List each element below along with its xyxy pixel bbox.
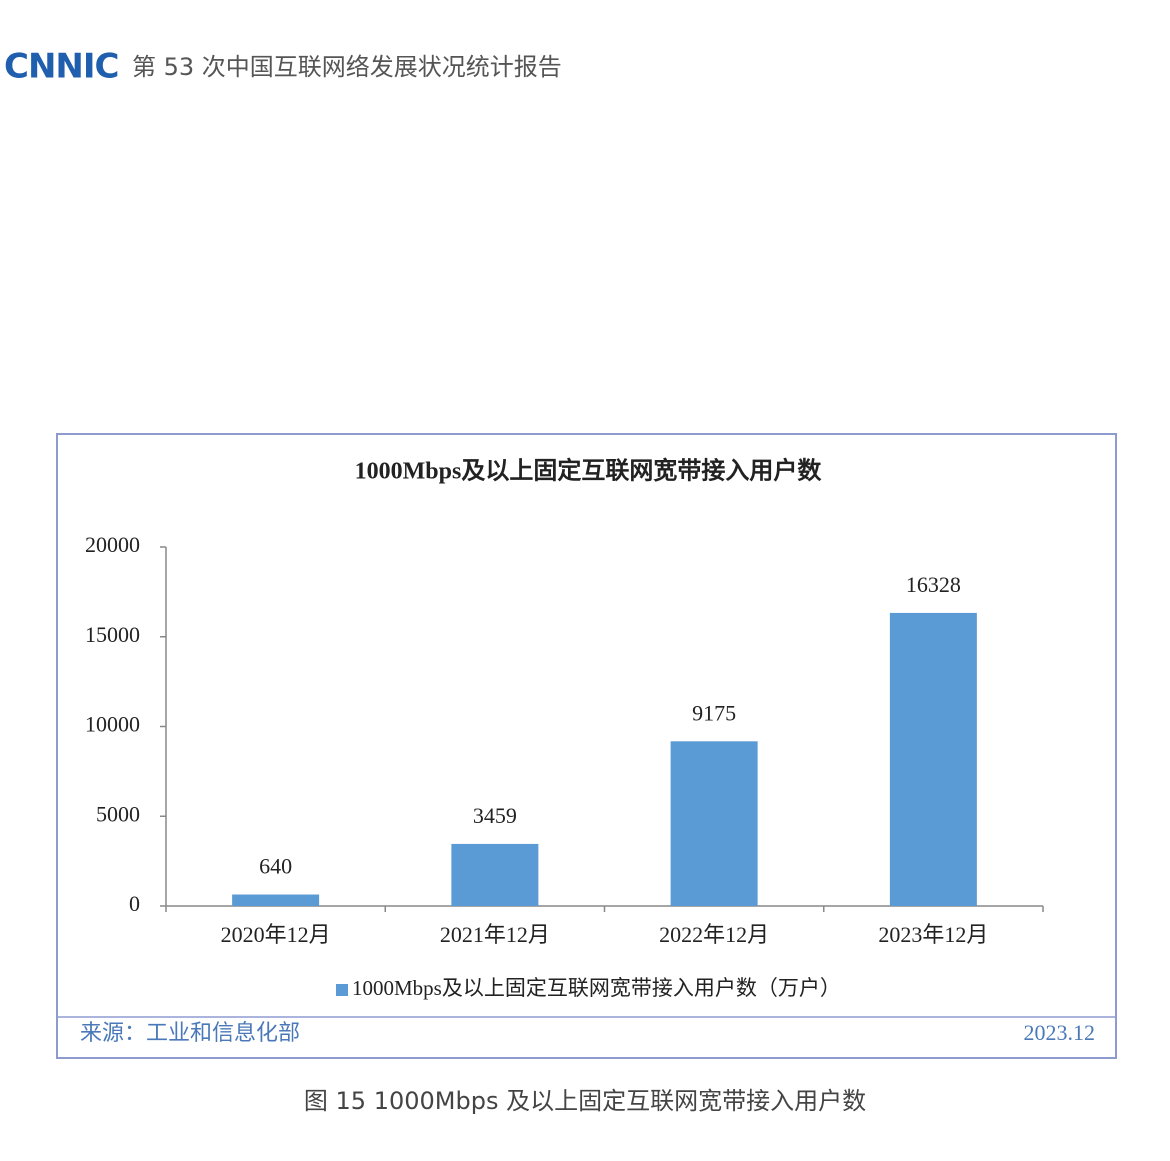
bar (232, 894, 320, 906)
source-date: 2023.12 (1024, 1020, 1096, 1045)
x-tick-label: 2023年12月 (878, 922, 988, 947)
bar (889, 612, 977, 906)
legend-label: 1000Mbps及以上固定互联网宽带接入用户数（万户） (352, 976, 841, 1000)
value-label: 640 (259, 854, 292, 879)
chart-title: 1000Mbps及以上固定互联网宽带接入用户数 (355, 457, 823, 485)
y-tick-label: 0 (129, 891, 140, 916)
source-label: 来源：工业和信息化部 (80, 1020, 300, 1045)
value-label: 9175 (692, 700, 736, 725)
logo: CNNIC (4, 47, 118, 87)
y-tick-label: 20000 (85, 532, 140, 557)
legend-swatch (336, 984, 348, 996)
report-title: 第 53 次中国互联网络发展状况统计报告 (132, 53, 562, 81)
value-label: 16328 (906, 572, 961, 597)
y-tick-label: 15000 (85, 622, 140, 647)
x-tick-label: 2020年12月 (221, 922, 331, 947)
value-label: 3459 (473, 803, 517, 828)
bar (451, 843, 539, 906)
y-tick-label: 10000 (85, 712, 140, 737)
y-tick-label: 5000 (96, 801, 140, 826)
x-tick-label: 2022年12月 (659, 922, 769, 947)
x-tick-label: 2021年12月 (440, 922, 550, 947)
figure-caption: 图 15 1000Mbps 及以上固定互联网宽带接入用户数 (304, 1087, 866, 1115)
bar (670, 741, 758, 906)
